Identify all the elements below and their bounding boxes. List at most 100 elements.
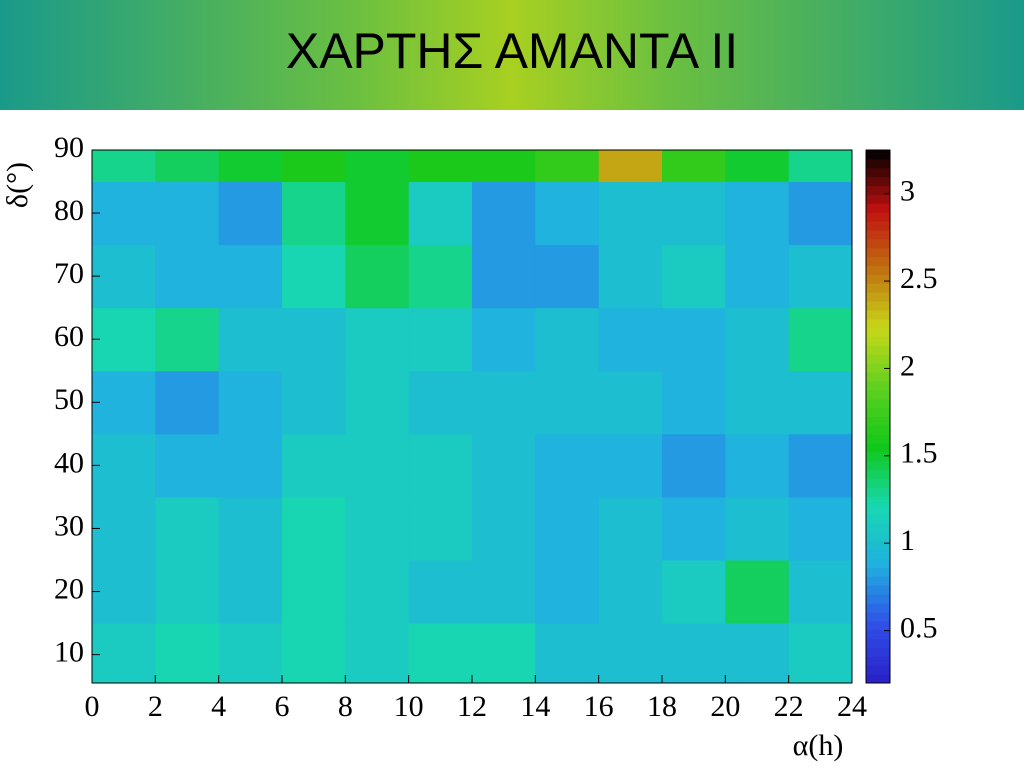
x-tick-label: 18 bbox=[647, 690, 677, 723]
heat-cell bbox=[92, 307, 156, 372]
heat-cell bbox=[345, 433, 410, 498]
heat-cell bbox=[725, 433, 790, 498]
heat-cell bbox=[725, 370, 790, 435]
heat-cell bbox=[598, 496, 663, 561]
heat-cell bbox=[598, 244, 663, 309]
heat-cell bbox=[788, 560, 853, 624]
colorbar-segment bbox=[866, 416, 890, 426]
heat-cell bbox=[535, 433, 600, 498]
heat-cell bbox=[408, 560, 473, 624]
colorbar-segment bbox=[866, 434, 890, 444]
heat-cell bbox=[535, 560, 600, 624]
heat-cell bbox=[282, 560, 346, 624]
heat-cell bbox=[282, 150, 346, 183]
colorbar-segment bbox=[866, 301, 890, 311]
x-tick-label: 10 bbox=[394, 690, 424, 723]
heat-cell bbox=[472, 307, 536, 372]
colorbar-segment bbox=[866, 629, 890, 640]
heat-cell bbox=[92, 560, 156, 624]
heat-cell bbox=[788, 150, 853, 183]
colorbar-segment bbox=[866, 674, 890, 684]
colorbar-segment bbox=[866, 656, 890, 666]
heat-cell bbox=[662, 181, 726, 246]
heat-cell bbox=[535, 150, 600, 183]
colorbar-frame bbox=[865, 149, 891, 684]
heat-cell bbox=[408, 496, 473, 561]
colorbar-segment bbox=[866, 407, 890, 417]
heat-cell bbox=[535, 181, 600, 246]
heat-cell bbox=[282, 370, 346, 435]
heat-cell bbox=[345, 307, 410, 372]
x-tick-label: 4 bbox=[211, 690, 226, 723]
heat-cell bbox=[345, 496, 410, 561]
y-tick-label: 20 bbox=[54, 572, 84, 605]
colorbar-segment bbox=[866, 221, 890, 231]
colorbar-segment bbox=[866, 567, 890, 577]
heat-cell bbox=[662, 560, 726, 624]
colorbar-segment bbox=[866, 150, 890, 160]
heat-cell bbox=[662, 433, 726, 498]
slide-title: ΧΑΡΤΗΣ ΑΜΑΝΤΑ ΙΙ bbox=[285, 23, 739, 79]
heat-cell bbox=[92, 244, 156, 309]
heat-cell bbox=[598, 623, 663, 684]
colorbar-segment bbox=[866, 212, 890, 222]
heat-cell bbox=[788, 433, 853, 498]
heat-cell bbox=[345, 150, 410, 183]
colorbar-tick-label: 2 bbox=[900, 349, 915, 382]
heat-cell bbox=[472, 623, 536, 684]
heat-cell bbox=[155, 560, 220, 624]
heat-cell bbox=[408, 623, 473, 684]
colorbar-segment bbox=[866, 443, 890, 453]
heat-cell bbox=[155, 307, 220, 372]
heat-cell bbox=[788, 244, 853, 309]
colorbar-segment bbox=[866, 229, 890, 240]
heat-cell bbox=[725, 307, 790, 372]
heat-cell bbox=[472, 244, 536, 309]
x-tick-label: 22 bbox=[774, 690, 804, 723]
colorbar-segment bbox=[866, 549, 890, 560]
heat-cell bbox=[282, 244, 346, 309]
colorbar-tick-label: 2.5 bbox=[900, 262, 938, 295]
colorbar-segment bbox=[866, 487, 890, 497]
heat-cell bbox=[218, 307, 283, 372]
heat-cell bbox=[155, 150, 220, 183]
x-tick-label: 14 bbox=[520, 690, 550, 723]
colorbar-segment bbox=[866, 176, 890, 187]
heat-cell bbox=[662, 244, 726, 309]
y-tick-label: 10 bbox=[54, 636, 84, 669]
colorbar-segment bbox=[866, 647, 890, 657]
colorbar-tick-label: 1 bbox=[900, 524, 915, 557]
colorbar-tick-label: 0.5 bbox=[900, 611, 938, 644]
colorbar-segment bbox=[866, 389, 890, 400]
colorbar-segment bbox=[866, 505, 890, 515]
colorbar-tick-label: 3 bbox=[900, 175, 915, 208]
y-tick-label: 80 bbox=[54, 194, 84, 227]
colorbar-segment bbox=[866, 247, 890, 258]
colorbar-segment bbox=[866, 256, 890, 266]
colorbar-segment bbox=[866, 158, 890, 169]
heat-cell bbox=[218, 496, 283, 561]
heat-cell bbox=[472, 496, 536, 561]
heat-cell bbox=[282, 496, 346, 561]
heat-cell bbox=[345, 181, 410, 246]
heat-cell bbox=[662, 307, 726, 372]
heat-cell bbox=[218, 433, 283, 498]
heat-cell bbox=[662, 150, 726, 183]
heat-cell bbox=[788, 623, 853, 684]
x-tick-label: 24 bbox=[837, 690, 867, 723]
colorbar-segment bbox=[866, 283, 890, 293]
colorbar-segment bbox=[866, 558, 890, 569]
heat-cell bbox=[535, 370, 600, 435]
colorbar-segment bbox=[866, 585, 890, 595]
colorbar-segment bbox=[866, 665, 890, 675]
x-axis-label: α(h) bbox=[793, 729, 844, 762]
colorbar-segment bbox=[866, 576, 890, 586]
x-tick-label: 16 bbox=[584, 690, 614, 723]
colorbar-segment bbox=[866, 540, 890, 551]
colorbar-segment bbox=[866, 469, 890, 480]
colorbar-segment bbox=[866, 327, 890, 338]
heat-cell bbox=[345, 244, 410, 309]
heat-cell bbox=[155, 244, 220, 309]
heat-cell bbox=[218, 150, 283, 183]
